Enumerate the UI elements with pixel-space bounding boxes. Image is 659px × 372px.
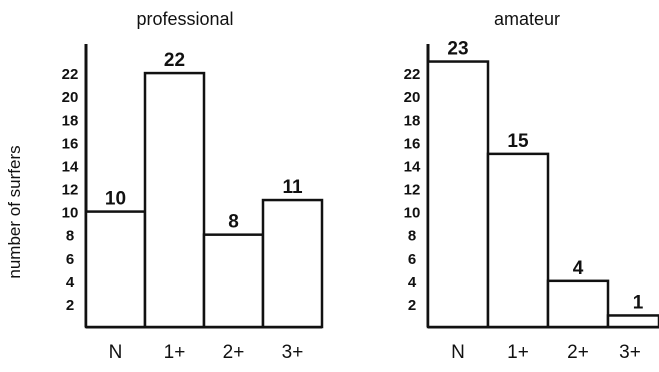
y-tick-label: 6	[408, 251, 416, 268]
data-label: 1	[633, 292, 644, 313]
y-tick-label: 20	[404, 89, 421, 106]
data-label: 15	[507, 131, 529, 152]
x-tick-label: N	[109, 342, 123, 363]
x-tick-label: N	[451, 342, 465, 363]
x-tick-label: 3+	[619, 342, 641, 363]
x-tick-label: 1+	[164, 342, 186, 363]
x-tick-label: 1+	[507, 342, 529, 363]
data-label: 4	[573, 258, 584, 279]
chart-panel-amateur: amateur 2 4 6 8 10 12 14 16 18 20 22 23 N 15 1+ 4 2+ 1 3+	[404, 9, 659, 363]
y-tick-label: 22	[404, 66, 421, 83]
y-tick-label: 4	[66, 274, 75, 291]
chart-panel-professional: professional 2 4 6 8 10 12 14 16 18 20 22 10 N 22 1+ 8 2+…	[62, 9, 324, 363]
bar	[143, 71, 206, 329]
data-label: 11	[282, 177, 303, 198]
y-tick-label: 2	[66, 297, 74, 314]
data-label: 10	[105, 189, 126, 210]
y-tick-label: 6	[66, 251, 74, 268]
bar	[261, 198, 324, 329]
chart-title: professional	[136, 9, 233, 29]
y-axis-label: number of surfers	[5, 145, 24, 278]
bar	[486, 152, 550, 329]
chart-title: amateur	[494, 9, 560, 29]
y-tick-label: 22	[62, 66, 79, 83]
y-tick-label: 8	[66, 228, 74, 245]
y-tick-label: 20	[62, 89, 79, 106]
y-tick-label: 16	[62, 135, 79, 152]
y-tick-label: 10	[404, 205, 421, 222]
x-tick-label: 3+	[282, 342, 304, 363]
x-tick-label: 2+	[567, 342, 589, 363]
y-tick-label: 12	[404, 182, 421, 199]
y-tick-label: 14	[62, 158, 79, 175]
bar	[606, 314, 659, 329]
bar	[546, 279, 610, 329]
y-tick-label: 8	[408, 228, 416, 245]
data-label: 8	[228, 212, 239, 233]
y-tick-label: 18	[62, 112, 79, 129]
y-tick-label: 18	[404, 112, 421, 129]
data-label: 22	[164, 50, 185, 71]
bar	[426, 60, 490, 329]
y-tick-label: 12	[62, 182, 79, 199]
bar	[202, 233, 265, 329]
x-tick-label: 2+	[223, 342, 245, 363]
y-tick-label: 4	[408, 274, 417, 291]
y-tick-label: 2	[408, 297, 416, 314]
data-label: 23	[447, 39, 468, 60]
y-tick-label: 14	[404, 158, 421, 175]
bar	[84, 210, 147, 329]
y-tick-label: 10	[62, 205, 79, 222]
y-tick-label: 16	[404, 135, 421, 152]
